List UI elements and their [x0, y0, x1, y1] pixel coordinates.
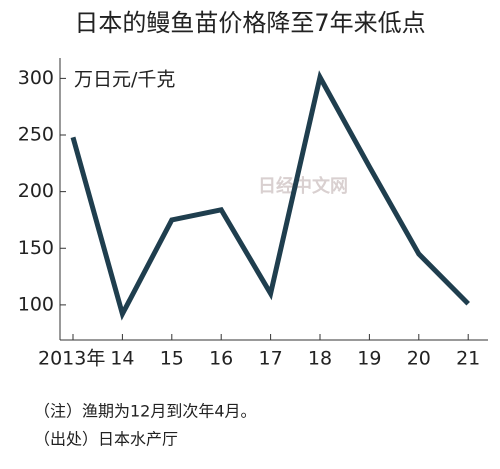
x-tick-label: 14 [110, 348, 134, 370]
x-tick-label: 19 [357, 348, 381, 370]
note: （注）渔期为12月到次年4月。 [34, 402, 257, 421]
watermark: 日经中文网 [258, 175, 348, 197]
y-tick-label: 200 [18, 180, 54, 202]
x-tick-label: 20 [407, 348, 431, 370]
data-line [70, 70, 470, 321]
y-tick-label: 100 [18, 293, 54, 315]
x-tick-label: 17 [259, 348, 283, 370]
x-tick-label: 16 [209, 348, 233, 370]
x-tick-label: 2013年 [38, 348, 105, 370]
x-tick-label: 21 [456, 348, 480, 370]
x-tick-label: 15 [160, 348, 184, 370]
y-axis-label: 万日元/千克 [74, 69, 175, 91]
chart-title: 日本的鳗鱼苗价格降至7年来低点 [74, 9, 425, 37]
y-tick-label: 150 [18, 237, 54, 259]
x-tick-label: 18 [308, 348, 332, 370]
y-tick-label: 250 [18, 124, 54, 146]
note: （出处）日本水产厅 [34, 430, 178, 449]
y-tick-label: 300 [18, 67, 54, 89]
